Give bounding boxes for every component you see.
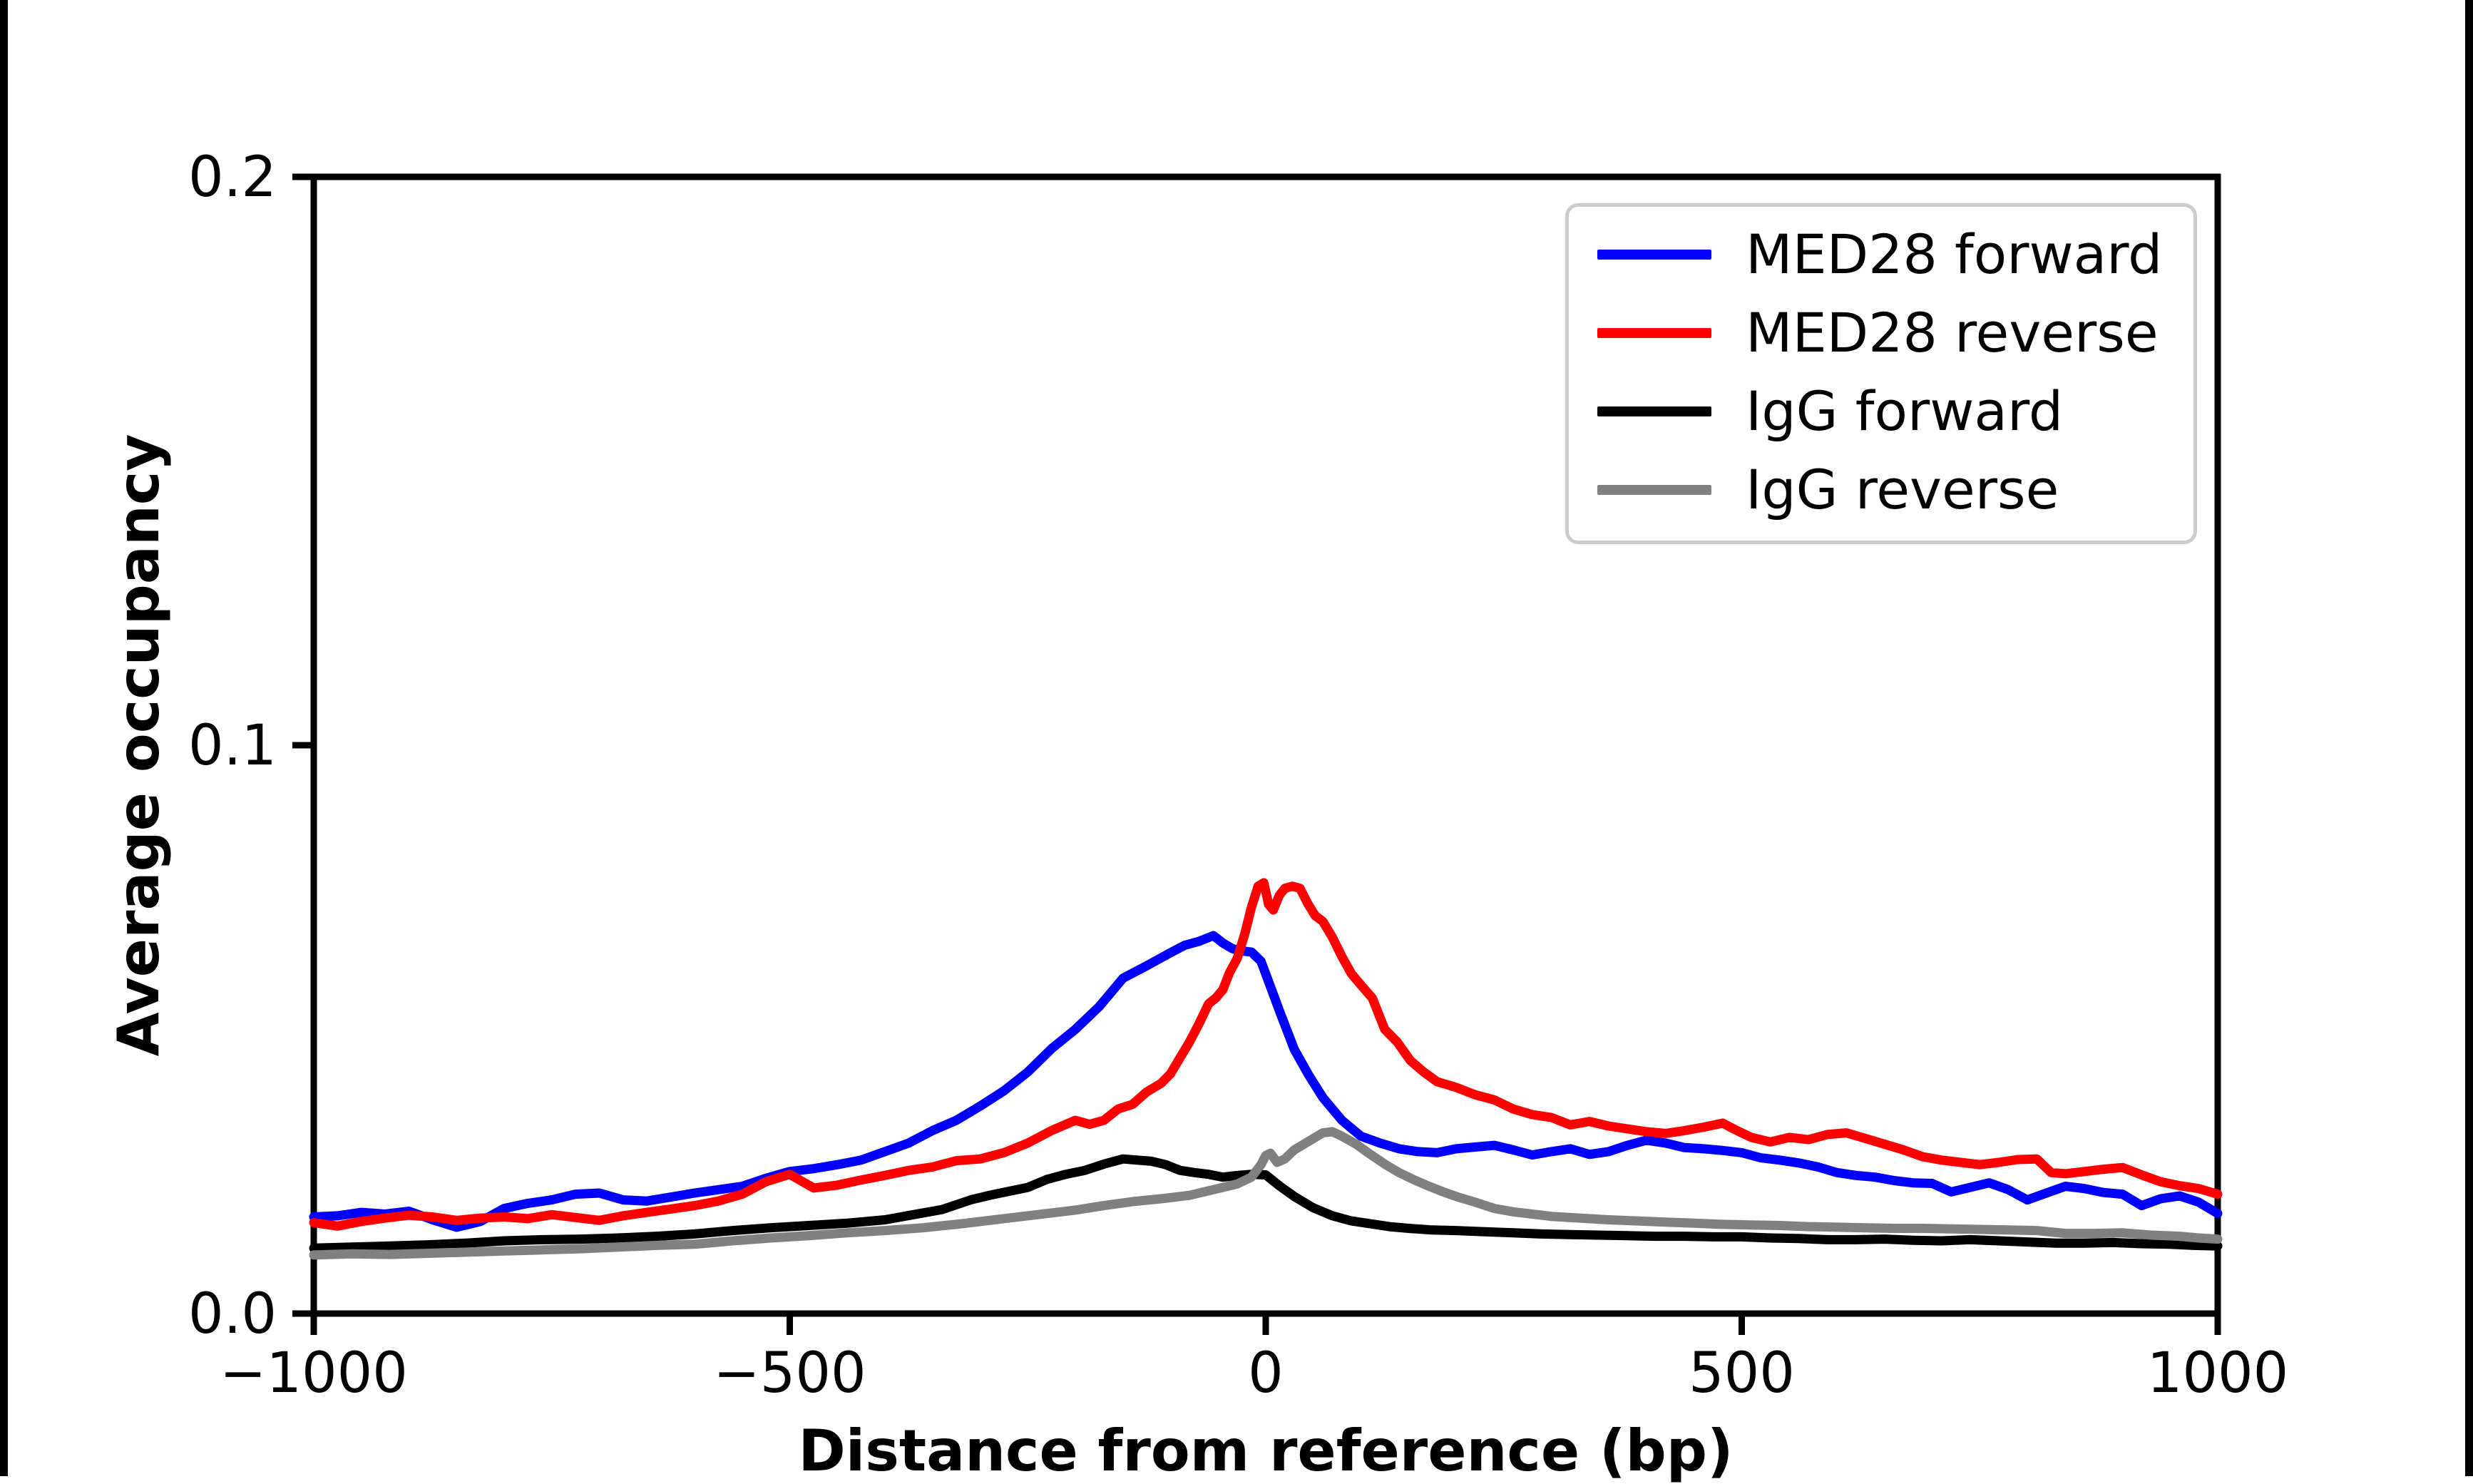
left-border-bar (0, 0, 8, 1476)
x-tick-label: −1000 (220, 1341, 408, 1406)
series-line-igg-reverse (309, 1127, 2223, 1260)
series-line-igg-forward (309, 1154, 2223, 1253)
legend-item: IgG reverse (1597, 451, 2193, 529)
x-tick-label: 1000 (2147, 1341, 2289, 1406)
legend-item: IgG forward (1597, 372, 2193, 451)
legend-item: MED28 forward (1597, 215, 2193, 294)
y-tick-label: 0.0 (188, 1282, 277, 1346)
x-axis-label: Distance from reference (bp) (798, 1418, 1734, 1484)
y-tick-label: 0.1 (188, 714, 277, 778)
legend-label: MED28 forward (1746, 222, 2163, 286)
legend-line-sample (1597, 406, 1711, 416)
y-axis-label: Average occupancy (106, 434, 172, 1057)
legend-label: MED28 reverse (1746, 301, 2159, 364)
y-tick-label: 0.2 (188, 145, 277, 210)
x-tick-label: 500 (1689, 1341, 1795, 1406)
legend-label: IgG reverse (1746, 458, 2059, 521)
legend-line-sample (1597, 250, 1711, 260)
legend-line-sample (1597, 328, 1711, 338)
series-line-med28-reverse (309, 878, 2223, 1231)
legend-label: IgG forward (1746, 379, 2064, 443)
series-line-med28-forward (309, 931, 2223, 1232)
legend-item: MED28 reverse (1597, 294, 2193, 372)
legend: MED28 forward MED28 reverse IgG forward IgG… (1565, 203, 2197, 544)
right-border-bar (2465, 0, 2473, 1476)
x-tick-label: −500 (713, 1341, 866, 1406)
x-tick-label: 0 (1248, 1341, 1284, 1406)
legend-line-sample (1597, 485, 1711, 495)
